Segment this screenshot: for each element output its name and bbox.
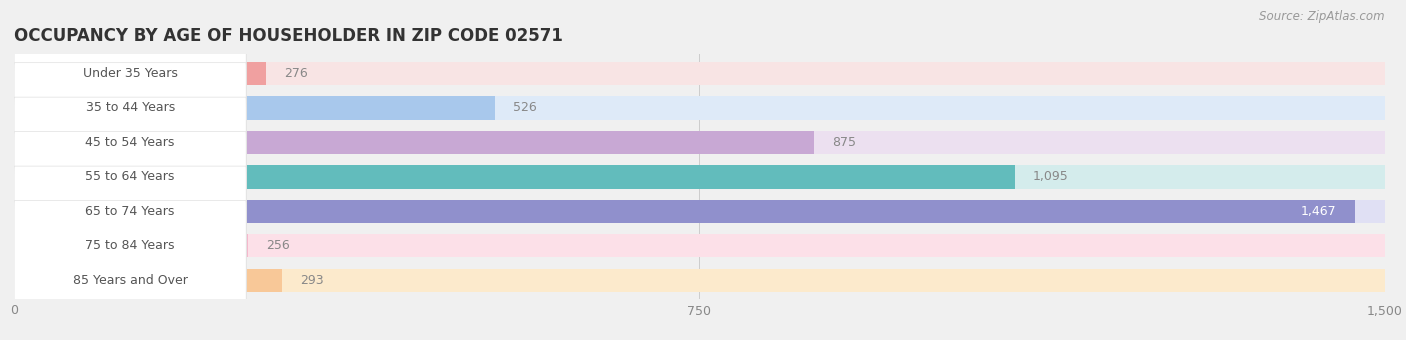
Bar (14, 96, 495, 120)
FancyBboxPatch shape (14, 0, 246, 153)
Text: 1,095: 1,095 (1033, 170, 1069, 183)
Bar (14, 165, 1385, 188)
Text: OCCUPANCY BY AGE OF HOUSEHOLDER IN ZIP CODE 02571: OCCUPANCY BY AGE OF HOUSEHOLDER IN ZIP C… (14, 27, 562, 45)
Text: 45 to 54 Years: 45 to 54 Years (86, 136, 174, 149)
Text: 526: 526 (513, 101, 537, 114)
Bar (14, 269, 281, 292)
Bar (14, 62, 1385, 85)
Text: 85 Years and Over: 85 Years and Over (73, 274, 187, 287)
Text: 65 to 74 Years: 65 to 74 Years (86, 205, 174, 218)
Text: 35 to 44 Years: 35 to 44 Years (86, 101, 174, 114)
Bar (14, 165, 1015, 188)
FancyBboxPatch shape (14, 28, 246, 187)
Text: 75 to 84 Years: 75 to 84 Years (86, 239, 174, 252)
FancyBboxPatch shape (14, 63, 246, 222)
FancyBboxPatch shape (14, 132, 246, 291)
Bar (14, 234, 247, 257)
Bar (14, 62, 266, 85)
Text: 1,467: 1,467 (1301, 205, 1337, 218)
Bar (14, 131, 1385, 154)
Bar (14, 96, 1385, 120)
Text: 0: 0 (10, 304, 18, 317)
Text: 875: 875 (832, 136, 856, 149)
Bar (14, 131, 814, 154)
Text: 55 to 64 Years: 55 to 64 Years (86, 170, 174, 183)
Bar (14, 200, 1355, 223)
Bar (14, 234, 1385, 257)
FancyBboxPatch shape (14, 166, 246, 325)
Text: 293: 293 (299, 274, 323, 287)
Text: Source: ZipAtlas.com: Source: ZipAtlas.com (1260, 10, 1385, 23)
Text: 276: 276 (284, 67, 308, 80)
Text: Under 35 Years: Under 35 Years (83, 67, 177, 80)
Bar (14, 269, 1385, 292)
Text: 256: 256 (266, 239, 290, 252)
FancyBboxPatch shape (14, 97, 246, 256)
FancyBboxPatch shape (14, 201, 246, 340)
Bar (14, 200, 1385, 223)
